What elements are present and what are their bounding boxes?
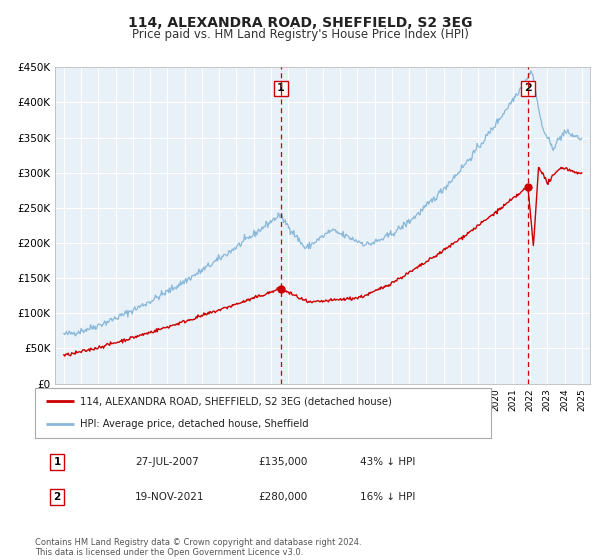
Text: 114, ALEXANDRA ROAD, SHEFFIELD, S2 3EG: 114, ALEXANDRA ROAD, SHEFFIELD, S2 3EG (128, 16, 472, 30)
Text: 1: 1 (53, 457, 61, 467)
Text: 27-JUL-2007: 27-JUL-2007 (135, 457, 199, 467)
Text: 16% ↓ HPI: 16% ↓ HPI (360, 492, 415, 502)
Text: £280,000: £280,000 (258, 492, 307, 502)
Text: 2: 2 (53, 492, 61, 502)
Text: 1: 1 (277, 83, 285, 94)
Text: 2: 2 (524, 83, 532, 94)
Text: 114, ALEXANDRA ROAD, SHEFFIELD, S2 3EG (detached house): 114, ALEXANDRA ROAD, SHEFFIELD, S2 3EG (… (80, 396, 392, 406)
Text: Contains HM Land Registry data © Crown copyright and database right 2024.
This d: Contains HM Land Registry data © Crown c… (35, 538, 361, 557)
Text: £135,000: £135,000 (258, 457, 307, 467)
Text: Price paid vs. HM Land Registry's House Price Index (HPI): Price paid vs. HM Land Registry's House … (131, 28, 469, 41)
Text: 19-NOV-2021: 19-NOV-2021 (135, 492, 205, 502)
Text: HPI: Average price, detached house, Sheffield: HPI: Average price, detached house, Shef… (80, 419, 309, 430)
Text: 43% ↓ HPI: 43% ↓ HPI (360, 457, 415, 467)
